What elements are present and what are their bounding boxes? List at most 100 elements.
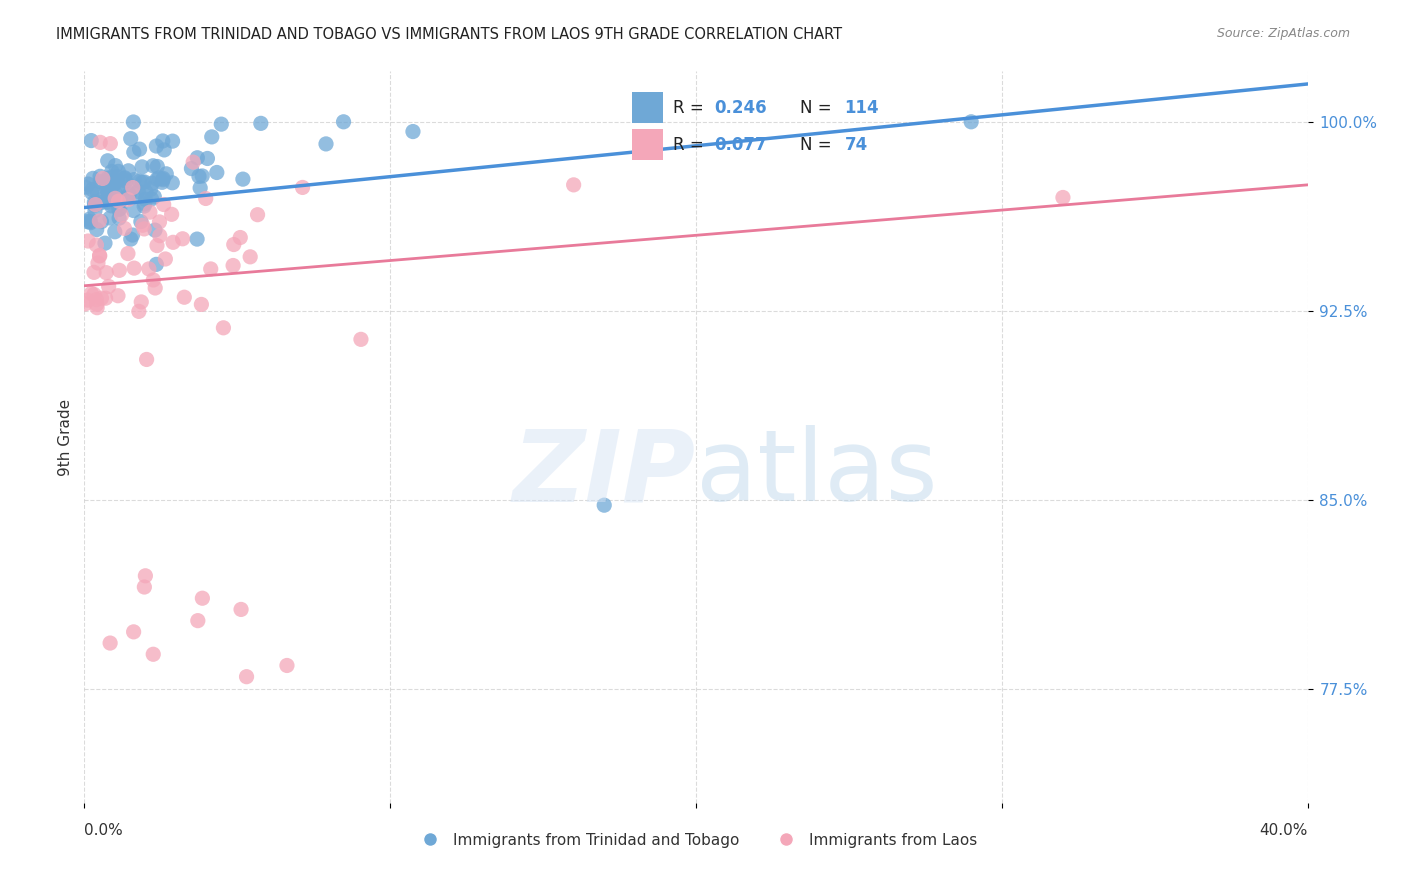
Point bbox=[117, 193, 139, 207]
Point bbox=[173, 290, 195, 304]
Point bbox=[239, 250, 262, 264]
Point bbox=[188, 169, 211, 184]
Point bbox=[107, 164, 129, 178]
Point bbox=[100, 180, 122, 194]
Point bbox=[114, 171, 136, 186]
Point bbox=[152, 171, 174, 186]
Point bbox=[89, 136, 111, 150]
Point bbox=[104, 159, 127, 173]
Point bbox=[129, 214, 152, 228]
Point bbox=[229, 602, 252, 616]
Point bbox=[91, 192, 114, 206]
Point bbox=[276, 658, 298, 673]
Point bbox=[155, 167, 177, 181]
Point bbox=[232, 172, 254, 186]
Point bbox=[139, 205, 162, 219]
Point bbox=[83, 198, 105, 212]
Point bbox=[131, 219, 153, 233]
Point bbox=[73, 297, 96, 311]
Point bbox=[97, 279, 120, 293]
Text: ZIP: ZIP bbox=[513, 425, 696, 522]
Point bbox=[108, 202, 131, 216]
Point bbox=[76, 293, 98, 307]
Point bbox=[98, 196, 121, 211]
Point bbox=[86, 297, 108, 311]
Point bbox=[121, 227, 143, 242]
Point bbox=[128, 304, 150, 318]
Point bbox=[134, 197, 156, 211]
Point bbox=[122, 261, 145, 276]
Point bbox=[86, 301, 108, 315]
Point bbox=[148, 215, 170, 229]
Point bbox=[97, 183, 120, 197]
Point bbox=[89, 169, 111, 184]
Point bbox=[246, 208, 269, 222]
Point bbox=[212, 321, 235, 335]
Point bbox=[180, 161, 202, 176]
Point bbox=[593, 498, 616, 512]
Point bbox=[191, 169, 214, 183]
Point bbox=[104, 225, 127, 239]
Point bbox=[80, 186, 103, 200]
Point bbox=[187, 614, 209, 628]
Point bbox=[79, 216, 101, 230]
Point bbox=[104, 186, 127, 201]
Point bbox=[141, 176, 163, 190]
Point bbox=[107, 197, 129, 211]
Point bbox=[209, 117, 232, 131]
Point bbox=[128, 174, 150, 188]
Point bbox=[86, 186, 108, 200]
Point bbox=[125, 186, 148, 201]
Point bbox=[98, 211, 121, 225]
Point bbox=[155, 252, 177, 266]
Point bbox=[108, 211, 131, 226]
Point bbox=[135, 352, 157, 367]
Point bbox=[148, 170, 170, 185]
Point bbox=[332, 115, 354, 129]
Point bbox=[90, 195, 112, 210]
Legend: Immigrants from Trinidad and Tobago, Immigrants from Laos: Immigrants from Trinidad and Tobago, Imm… bbox=[409, 827, 983, 854]
Point bbox=[129, 294, 152, 309]
Point bbox=[94, 174, 117, 188]
Point bbox=[94, 291, 117, 305]
Point bbox=[104, 174, 127, 188]
Point bbox=[194, 191, 217, 205]
Point bbox=[135, 185, 157, 199]
Point bbox=[120, 232, 142, 246]
Point bbox=[86, 293, 108, 307]
Point bbox=[104, 191, 127, 205]
Point bbox=[117, 185, 139, 199]
Point bbox=[96, 182, 118, 196]
Point bbox=[77, 177, 100, 191]
Point bbox=[100, 199, 122, 213]
Point bbox=[100, 170, 122, 185]
Point bbox=[94, 236, 117, 251]
Point bbox=[114, 221, 136, 235]
Point bbox=[134, 222, 156, 236]
Point bbox=[90, 291, 112, 305]
Point bbox=[76, 214, 98, 228]
Point bbox=[131, 160, 153, 174]
Point bbox=[96, 178, 118, 192]
Point bbox=[117, 246, 139, 260]
Point bbox=[315, 136, 337, 151]
Point bbox=[97, 193, 120, 207]
Y-axis label: 9th Grade: 9th Grade bbox=[58, 399, 73, 475]
Point bbox=[84, 196, 107, 211]
Point bbox=[191, 591, 214, 606]
Point bbox=[562, 178, 585, 192]
Point bbox=[143, 281, 166, 295]
Point bbox=[89, 248, 111, 262]
Point bbox=[190, 297, 212, 311]
Point bbox=[1052, 190, 1074, 204]
Text: 40.0%: 40.0% bbox=[1260, 823, 1308, 838]
Point bbox=[97, 186, 120, 200]
Point bbox=[134, 569, 156, 583]
Point bbox=[960, 115, 983, 129]
Point bbox=[131, 175, 153, 189]
Point bbox=[222, 259, 245, 273]
Point bbox=[122, 203, 145, 218]
Text: 0.0%: 0.0% bbox=[84, 823, 124, 838]
Point bbox=[96, 266, 118, 280]
Point bbox=[83, 195, 105, 210]
